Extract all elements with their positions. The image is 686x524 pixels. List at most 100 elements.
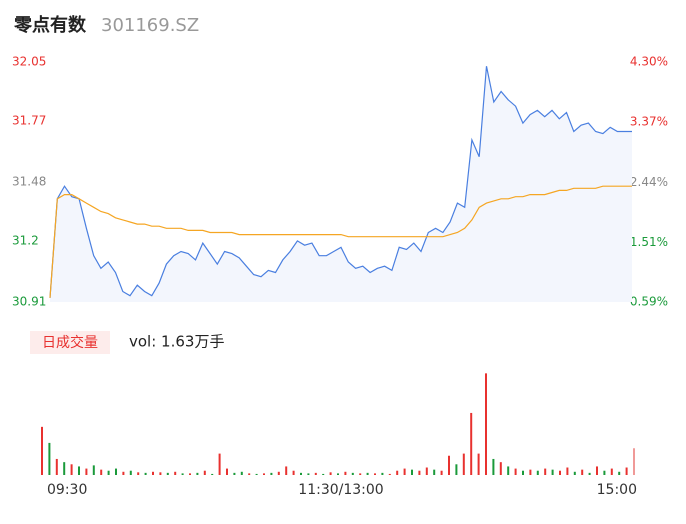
volume-bar (588, 472, 591, 475)
volume-bar (233, 472, 236, 475)
volume-bar (396, 470, 399, 475)
volume-bar (366, 472, 369, 475)
volume-bar (196, 472, 199, 475)
volume-bar (425, 467, 428, 475)
volume-text: vol: 1.63万手 (129, 333, 224, 351)
volume-bar (536, 470, 539, 475)
volume-bar (625, 467, 628, 475)
price-line (49, 66, 632, 298)
average-line (49, 185, 632, 298)
volume-bar (448, 455, 450, 475)
volume-bar (374, 473, 376, 475)
volume-bar (78, 466, 80, 475)
volume-title: 日成交量 (42, 334, 98, 351)
volume-bar (433, 469, 436, 475)
volume-bar (166, 472, 169, 475)
volume-label-box (30, 331, 110, 354)
volume-bar (388, 473, 391, 475)
volume-bar (551, 469, 554, 475)
volume-bar (144, 472, 147, 475)
volume-bar (129, 470, 132, 475)
volume-bar (277, 471, 280, 475)
price-area (50, 66, 632, 302)
volume-bar (603, 470, 606, 475)
volume-bar (107, 470, 110, 475)
volume-bar (329, 472, 332, 475)
volume-bar (566, 467, 569, 475)
volume-bar (115, 468, 117, 475)
volume-bar (418, 470, 421, 475)
volume-bar (92, 465, 95, 475)
volume-bar (559, 470, 561, 475)
y2-tick-label: 3.37% (630, 115, 668, 129)
y2-tick-label: 4.30% (630, 55, 668, 69)
volume-bar (218, 453, 221, 475)
volume-bar (477, 453, 480, 475)
volume-bar (514, 468, 517, 475)
y2-tick-label: 0.59% (630, 295, 668, 309)
volume-bar (181, 473, 184, 475)
volume-bar (573, 471, 576, 475)
volume-bar (440, 470, 443, 475)
volume-bar (292, 470, 295, 475)
volume-bar (492, 458, 495, 475)
volume-bar (152, 471, 154, 475)
volume-bar (314, 472, 317, 475)
volume-bar (240, 471, 243, 475)
volume-bar (485, 373, 487, 475)
volume-bar (359, 473, 362, 475)
volume-bar (307, 473, 310, 475)
volume-bar (137, 472, 140, 475)
x-tick-label: 11:30/13:00 (298, 482, 383, 498)
volume-bar (381, 472, 384, 475)
volume-bar (544, 468, 547, 475)
volume-bar (211, 473, 214, 475)
y-tick-label: 31.2 (12, 233, 39, 247)
stock-code: 301169.SZ (101, 15, 199, 36)
volume-bar (226, 468, 228, 475)
volume-bar (344, 471, 347, 475)
volume-bar (174, 471, 177, 475)
volume-bar (55, 458, 58, 475)
volume-bar (203, 470, 206, 475)
volume-bar (322, 473, 325, 475)
volume-bar (581, 469, 584, 475)
stock-name: 零点有数 (13, 14, 87, 36)
volume-bar (263, 473, 265, 475)
volume-bar (337, 473, 339, 475)
volume-bar (411, 469, 413, 475)
volume-bar (41, 426, 43, 475)
volume-bar (507, 466, 510, 475)
volume-bar (70, 464, 73, 475)
volume-bar (63, 462, 66, 475)
volume-bar (85, 468, 88, 475)
volume-bar (255, 473, 258, 475)
volume-bar (285, 466, 288, 475)
volume-bar (270, 472, 273, 475)
volume-bar (596, 466, 598, 475)
volume-bar (610, 468, 613, 475)
y2-tick-label: 1.51% (630, 235, 668, 249)
volume-bar (499, 462, 502, 475)
y-tick-label: 30.91 (12, 295, 46, 309)
volume-bar (529, 469, 532, 475)
volume-bar (48, 442, 51, 475)
volume-bar (100, 469, 103, 475)
y-tick-label: 32.05 (12, 55, 46, 69)
y-tick-label: 31.77 (12, 113, 46, 127)
volume-bar (351, 472, 354, 475)
volume-bar (618, 471, 621, 475)
volume-bar (522, 470, 524, 475)
volume-bar (455, 464, 458, 475)
y2-tick-label: 2.44% (630, 175, 668, 189)
x-tick-label: 15:00 (597, 482, 637, 498)
volume-bar (462, 453, 465, 475)
volume-bar (403, 468, 406, 475)
volume-bar (189, 473, 191, 475)
volume-bar (633, 448, 635, 475)
y-tick-label: 31.48 (12, 175, 46, 189)
x-tick-label: 09:30 (47, 482, 87, 498)
volume-bar (470, 412, 473, 475)
volume-bar (248, 473, 251, 475)
